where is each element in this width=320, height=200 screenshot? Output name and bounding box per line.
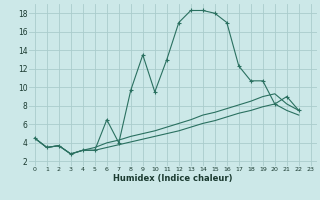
X-axis label: Humidex (Indice chaleur): Humidex (Indice chaleur) [113,174,233,183]
